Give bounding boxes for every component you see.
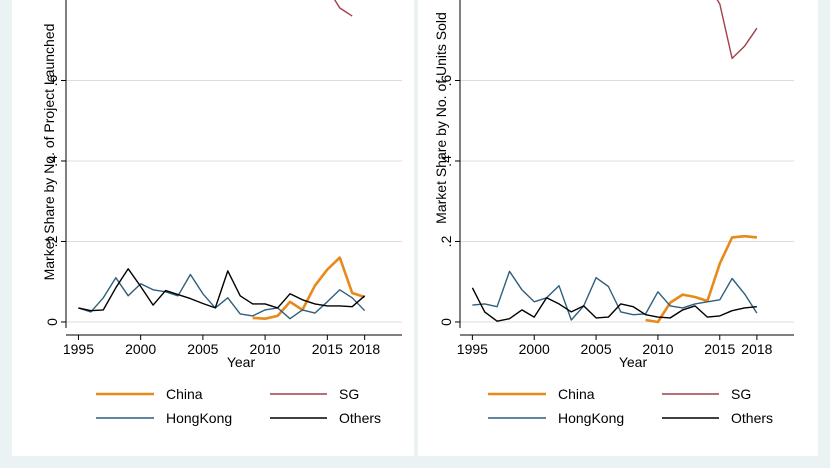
right-x-tick-label: 1995: [457, 341, 488, 357]
left-series-line-others: [78, 268, 366, 312]
left-y-tick-label: .2: [44, 235, 60, 247]
right-y-tick-label: .2: [438, 235, 454, 247]
left-panel-background: [12, 0, 414, 456]
right-chart-y-axis: 0 .2 .4 .6: [438, 0, 461, 328]
right-chart-xlabel: Year: [619, 354, 648, 370]
left-x-tick-label: 1995: [63, 341, 94, 357]
left-chart-legend: China SG HongKong Others: [96, 386, 381, 426]
left-chart: 0 .2 .4 .6 1995 2000 2005 2010 2015 2018 Market …: [41, 0, 402, 426]
right-chart-legend: China SG HongKong Others: [488, 386, 773, 426]
right-series-line-hongkong: [472, 270, 758, 321]
right-chart-x-axis: 1995 2000 2005 2010 2015 2018: [457, 334, 794, 357]
left-legend-label-sg: SG: [339, 386, 359, 402]
right-x-tick-label: 2015: [704, 341, 735, 357]
left-x-tick-label: 2000: [125, 341, 156, 357]
right-chart-series: [471, 0, 758, 324]
right-legend-label-others: Others: [731, 410, 773, 426]
left-x-tick-label: 2015: [312, 341, 343, 357]
right-series-line-others: [471, 287, 757, 322]
right-x-tick-label: 2000: [519, 341, 550, 357]
left-chart-series: [78, 0, 366, 321]
right-panel-background: [418, 0, 818, 456]
left-x-tick-label: 2018: [349, 341, 380, 357]
left-x-tick-label: 2005: [187, 341, 218, 357]
right-x-tick-label: 2005: [580, 341, 611, 357]
left-series-line-china: [252, 256, 366, 321]
right-legend-label-hongkong: HongKong: [558, 410, 624, 426]
right-chart-gridlines: [460, 79, 794, 323]
right-y-tick-label: .4: [438, 155, 454, 167]
right-series-line-china: [645, 234, 758, 324]
left-series-line-hongkong: [78, 273, 366, 320]
left-y-tick-label: 0: [44, 318, 60, 326]
left-legend-label-china: China: [166, 386, 203, 402]
right-legend-label-sg: SG: [731, 386, 751, 402]
right-x-tick-label: 2018: [741, 341, 772, 357]
left-chart-y-axis: 0 .2 .4 .6: [44, 0, 67, 328]
left-legend-label-hongkong: HongKong: [166, 410, 232, 426]
right-y-tick-label: 0: [438, 318, 454, 326]
right-series-line-sg: [716, 0, 758, 60]
left-y-tick-label: .6: [44, 74, 60, 86]
left-series-line-sg: [334, 0, 353, 17]
left-y-tick-label: .4: [44, 155, 60, 167]
left-legend-label-others: Others: [339, 410, 381, 426]
left-chart-xlabel: Year: [227, 354, 256, 370]
right-chart: 0 .2 .4 .6 1995 2000 2005 2010 2015 2018 Market …: [433, 0, 794, 426]
left-chart-gridlines: [66, 79, 402, 323]
right-legend-label-china: China: [558, 386, 595, 402]
left-chart-x-axis: 1995 2000 2005 2010 2015 2018: [63, 334, 402, 357]
right-x-tick-label: 2010: [642, 341, 673, 357]
right-y-tick-label: .6: [438, 74, 454, 86]
left-x-tick-label: 2010: [250, 341, 281, 357]
left-chart-ylabel: Market Share by No. of Project Launched: [41, 24, 57, 281]
right-chart-ylabel: Market Share by No. of Units Sold: [433, 12, 449, 224]
